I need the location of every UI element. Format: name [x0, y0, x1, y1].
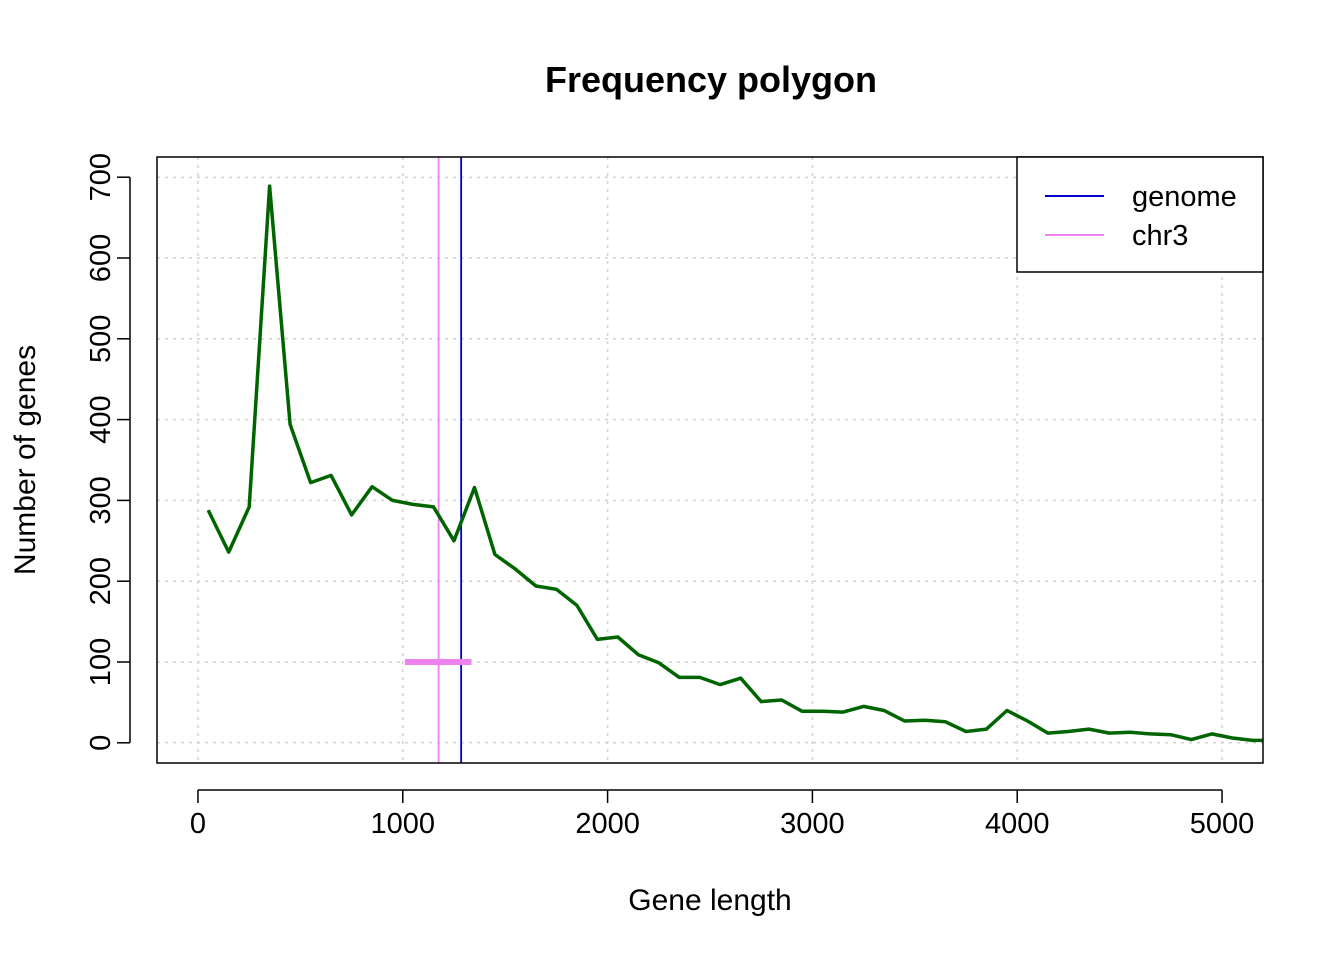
legend-box — [1016, 156, 1264, 273]
x-axis: 0 1000 2000 3000 4000 5000 — [190, 789, 1255, 840]
reference-lines — [404, 157, 472, 763]
legend-label-genome: genome — [1132, 181, 1237, 213]
y-tick-label-6: 600 — [85, 234, 117, 282]
x-tick-label-2: 2000 — [575, 808, 640, 840]
x-tick-label-5: 5000 — [1190, 808, 1255, 840]
series-line-0 — [206, 184, 1263, 743]
y-axis: 0 100 200 300 400 500 600 700 — [85, 153, 131, 751]
chart-title: Frequency polygon — [545, 59, 877, 100]
x-tick-label-3: 3000 — [780, 808, 845, 840]
y-tick-label-5: 500 — [85, 315, 117, 363]
y-axis-label: Number of genes — [9, 345, 42, 575]
y-tick-label-4: 400 — [85, 395, 117, 443]
x-tick-label-0: 0 — [190, 808, 206, 840]
y-tick-label-7: 700 — [85, 153, 117, 201]
legend: genome chr3 — [1016, 156, 1264, 273]
x-tick-label-4: 4000 — [985, 808, 1050, 840]
y-tick-label-2: 200 — [85, 557, 117, 605]
y-tick-label-0: 0 — [85, 735, 117, 751]
x-axis-label: Gene length — [628, 884, 791, 917]
y-tick-label-3: 300 — [85, 476, 117, 524]
plot-frame — [156, 156, 1264, 764]
x-tick-label-1: 1000 — [371, 808, 436, 840]
series — [206, 184, 1263, 743]
legend-label-chr3: chr3 — [1132, 220, 1188, 252]
y-tick-label-1: 100 — [85, 638, 117, 686]
